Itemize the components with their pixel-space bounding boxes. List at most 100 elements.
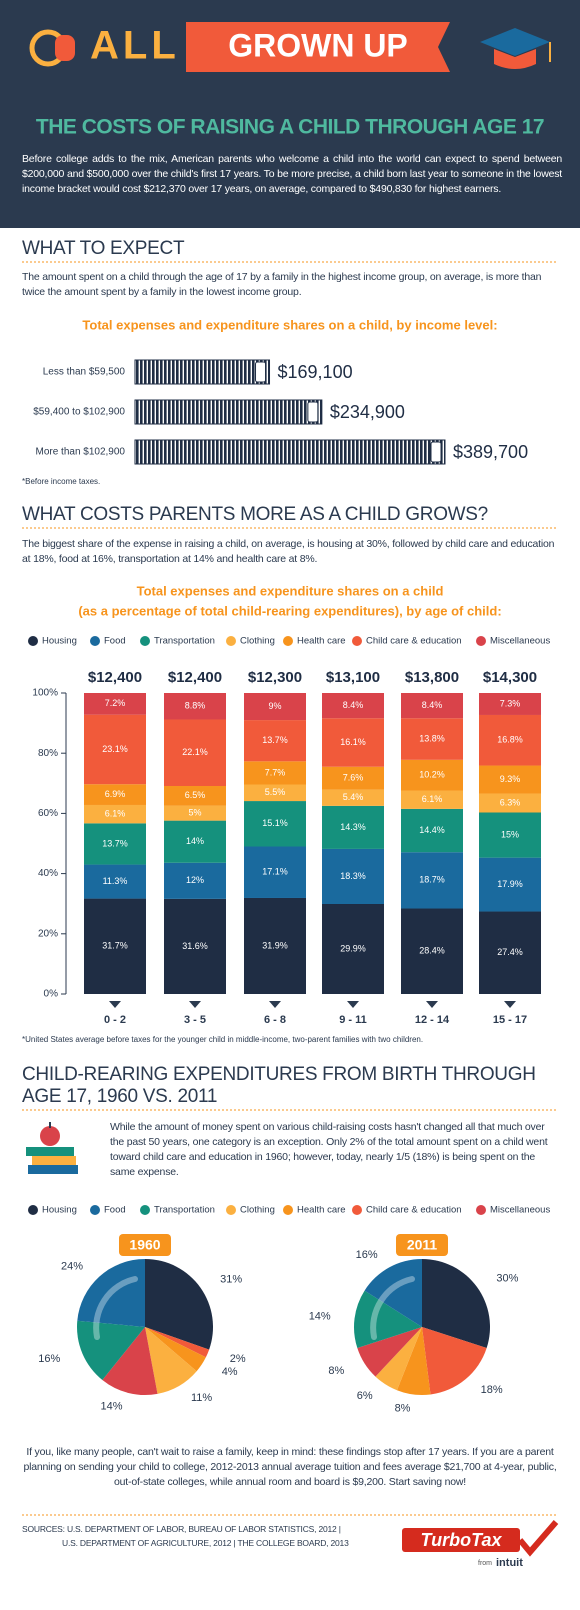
pie-slice (375, 1327, 422, 1391)
bar-segment (401, 852, 463, 909)
bar (134, 399, 323, 425)
y-tick-label: 0% (44, 989, 59, 1000)
legend-swatch (352, 636, 362, 646)
pie-label: 30% (496, 1273, 518, 1285)
bar-segment (479, 714, 541, 766)
bar-segment (479, 793, 541, 813)
legend-swatch (352, 1205, 362, 1215)
pie-label: 14% (101, 1400, 123, 1412)
bar-segment (244, 784, 306, 802)
category-label: $59,400 to $102,900 (33, 407, 125, 418)
value-label: 10.2% (419, 770, 445, 780)
pie-label: 8% (328, 1365, 344, 1377)
pie-label: 31% (220, 1274, 242, 1286)
bar-segment (164, 719, 226, 787)
legend-swatch (28, 636, 38, 646)
bar-segment (84, 823, 146, 865)
bar-segment (244, 846, 306, 898)
bar-segment (401, 790, 463, 809)
pie-slice (145, 1327, 210, 1358)
value-label: 6.9% (105, 789, 126, 799)
pie-slice (422, 1327, 487, 1395)
bar-segment (322, 789, 384, 806)
bar-segment (244, 801, 306, 847)
bar-segment (401, 808, 463, 853)
logo-grown-up: GROWN UP (228, 27, 408, 63)
category-marker (189, 1001, 201, 1008)
total-label: $14,300 (483, 669, 537, 686)
logo-all: ALL (90, 24, 180, 68)
value-label: 14% (186, 836, 204, 846)
bar-segment (164, 898, 226, 994)
pie-title: 2011 (407, 1237, 438, 1253)
value-label: 6.3% (500, 797, 521, 807)
bar-segment (322, 718, 384, 767)
value-label: 18.7% (419, 875, 445, 885)
section-text: While the amount of money spent on vario… (110, 1121, 548, 1178)
pie-slice (354, 1290, 422, 1349)
legend-label: Child care & education (366, 636, 462, 647)
value-label: 18.3% (340, 871, 366, 881)
legend-swatch (140, 636, 150, 646)
pie-slice (357, 1327, 422, 1377)
value-label: $234,900 (330, 402, 405, 422)
value-label: 9% (268, 701, 281, 711)
total-label: $12,400 (168, 669, 222, 686)
pie-slice (102, 1327, 158, 1395)
value-label: 8.8% (185, 701, 206, 711)
bar-segment (479, 693, 541, 715)
bar-segment (322, 805, 384, 849)
category-marker (426, 1001, 438, 1008)
value-label: 5.5% (265, 787, 286, 797)
brand-intuit: intuit (496, 1557, 523, 1569)
bar-segment (164, 862, 226, 899)
total-label: $12,400 (88, 669, 142, 686)
legend-label: Child care & education (366, 1205, 462, 1216)
legend-label: Clothing (240, 1205, 275, 1216)
y-tick-label: 40% (38, 868, 58, 879)
value-label: 13.7% (262, 735, 288, 745)
pie-title: 1960 (129, 1237, 160, 1253)
legend-swatch (140, 1205, 150, 1215)
value-label: 8.4% (422, 700, 443, 710)
bar-segment (322, 904, 384, 994)
bar-segment (479, 765, 541, 794)
value-label: 16.1% (340, 737, 366, 747)
pie-slice (77, 1259, 145, 1327)
value-label: 14.4% (419, 825, 445, 835)
value-label: 6.1% (105, 809, 126, 819)
bar-segment (401, 908, 463, 994)
source: U.S. DEPARTMENT OF AGRICULTURE, 2012 | T… (62, 1538, 349, 1548)
legend-swatch (28, 1205, 38, 1215)
pie-slice (77, 1320, 145, 1380)
pie-label: 14% (309, 1311, 331, 1323)
note: *Before income taxes. (22, 477, 100, 486)
value-label: 28.4% (419, 946, 445, 956)
pie-label: 11% (191, 1392, 212, 1404)
value-label: 15.1% (262, 818, 288, 828)
category-marker (109, 1001, 121, 1008)
x-tick-label: 15 - 17 (493, 1014, 527, 1026)
value-label: 7.7% (265, 767, 286, 777)
value-label: 27.4% (497, 947, 523, 957)
value-label: 7.2% (105, 698, 126, 708)
x-tick-label: 0 - 2 (104, 1014, 126, 1026)
value-label: 7.6% (343, 773, 364, 783)
category-label: More than $102,900 (35, 447, 125, 458)
chart-title: Total expenses and expenditure shares on… (82, 317, 497, 332)
x-tick-label: 6 - 8 (264, 1014, 286, 1026)
header-title: THE COSTS OF RAISING A CHILD THROUGH AGE… (36, 116, 544, 139)
bar-segment (322, 848, 384, 905)
legend-label: Food (104, 636, 126, 647)
bar-segment (322, 766, 384, 790)
bar-cap (255, 361, 267, 383)
bar-cap (307, 401, 319, 423)
legend-swatch (90, 1205, 100, 1215)
value-label: $169,100 (278, 362, 353, 382)
value-label: 6.1% (422, 794, 443, 804)
x-tick-label: 3 - 5 (184, 1014, 206, 1026)
bar-segment (84, 784, 146, 805)
bar-segment (244, 720, 306, 762)
value-label: 9.3% (500, 774, 521, 784)
value-label: 31.9% (262, 940, 288, 950)
